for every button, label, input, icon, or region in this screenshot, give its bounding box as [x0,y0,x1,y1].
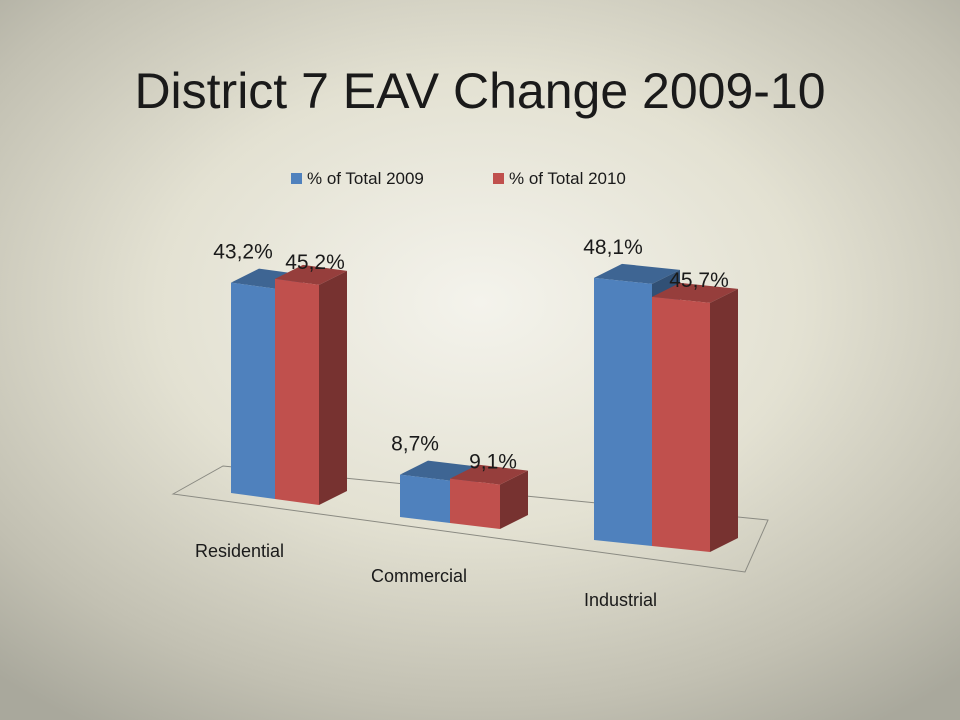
chart-floor [171,465,769,573]
bar-industrial-2010 [652,282,738,552]
floor-plane [171,465,769,573]
bar-side-face [710,288,738,552]
slide-title: District 7 EAV Change 2009-10 [134,63,826,119]
value-label-industrial-2010: 45,7% [669,269,729,292]
bars-group [231,263,738,552]
bar-front-face [400,474,450,523]
bar-front-face [231,282,275,499]
bar-residential-2010 [275,264,347,505]
value-label-residential-2010: 45,2% [285,251,345,274]
value-label-industrial-2009: 48,1% [583,236,643,259]
bar-top-face [652,282,738,303]
category-label-commercial: Commercial [371,566,467,586]
legend-swatch-2009 [291,173,302,184]
legend-label-2010: % of Total 2010 [509,169,626,188]
category-label-residential: Residential [195,541,284,561]
category-labels: Residential Commercial Industrial [195,541,657,610]
bar-side-face [319,270,347,505]
bar-side-face [500,470,528,529]
bar-front-face [652,296,710,552]
value-label-commercial-2009: 8,7% [391,433,439,456]
bar-front-face [594,277,652,546]
bar-front-face [450,478,500,529]
bar-front-face [275,278,319,505]
value-label-commercial-2010: 9,1% [469,451,517,474]
bar-top-face [275,264,347,285]
category-label-industrial: Industrial [584,590,657,610]
bar-top-face [594,263,680,284]
value-labels-group: 43,2% 45,2% 8,7% 9,1% 48,1% 45,7% [213,236,729,474]
bar-top-face [450,464,528,485]
legend-label-2009: % of Total 2009 [307,169,424,188]
value-label-residential-2009: 43,2% [213,241,273,264]
bar-commercial-2010 [450,464,528,529]
legend-swatch-2010 [493,173,504,184]
legend: % of Total 2009 % of Total 2010 [291,169,626,188]
